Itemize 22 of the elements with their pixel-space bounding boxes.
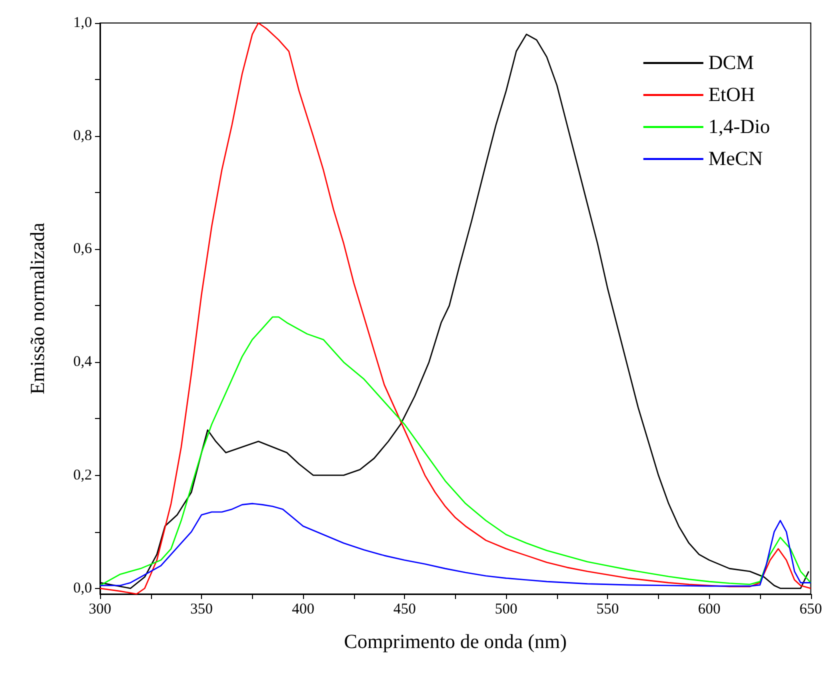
x-tick-label: 600: [698, 602, 720, 618]
y-tick-label: 0,8: [73, 128, 92, 144]
x-tick-label: 400: [292, 602, 314, 618]
line-series: [99, 316, 812, 586]
x-tick-label: 300: [88, 602, 112, 618]
y-tick-label: 0,0: [73, 580, 92, 596]
legend-label: MeCN: [708, 148, 763, 170]
legend-label: EtOH: [708, 84, 756, 106]
x-axis-title: Comprimento de onda (nm): [344, 631, 567, 653]
x-tick-label: 500: [494, 602, 518, 618]
x-tick-label: 350: [190, 602, 213, 618]
legend-label: DCM: [708, 52, 754, 74]
y-tick-label: 1,0: [73, 15, 92, 31]
y-tick-label: 0,4: [73, 354, 92, 370]
x-tick-label: 450: [393, 602, 416, 618]
y-tick-label: 0,2: [73, 467, 92, 484]
y-axis-title: Emissão normalizada: [27, 222, 49, 394]
y-tick-label: 0,6: [73, 241, 92, 258]
x-tick-label: 650: [800, 602, 822, 618]
x-tick-label: 550: [596, 602, 619, 618]
legend-label: 1,4-Dio: [708, 116, 770, 138]
line-series: [99, 502, 812, 587]
